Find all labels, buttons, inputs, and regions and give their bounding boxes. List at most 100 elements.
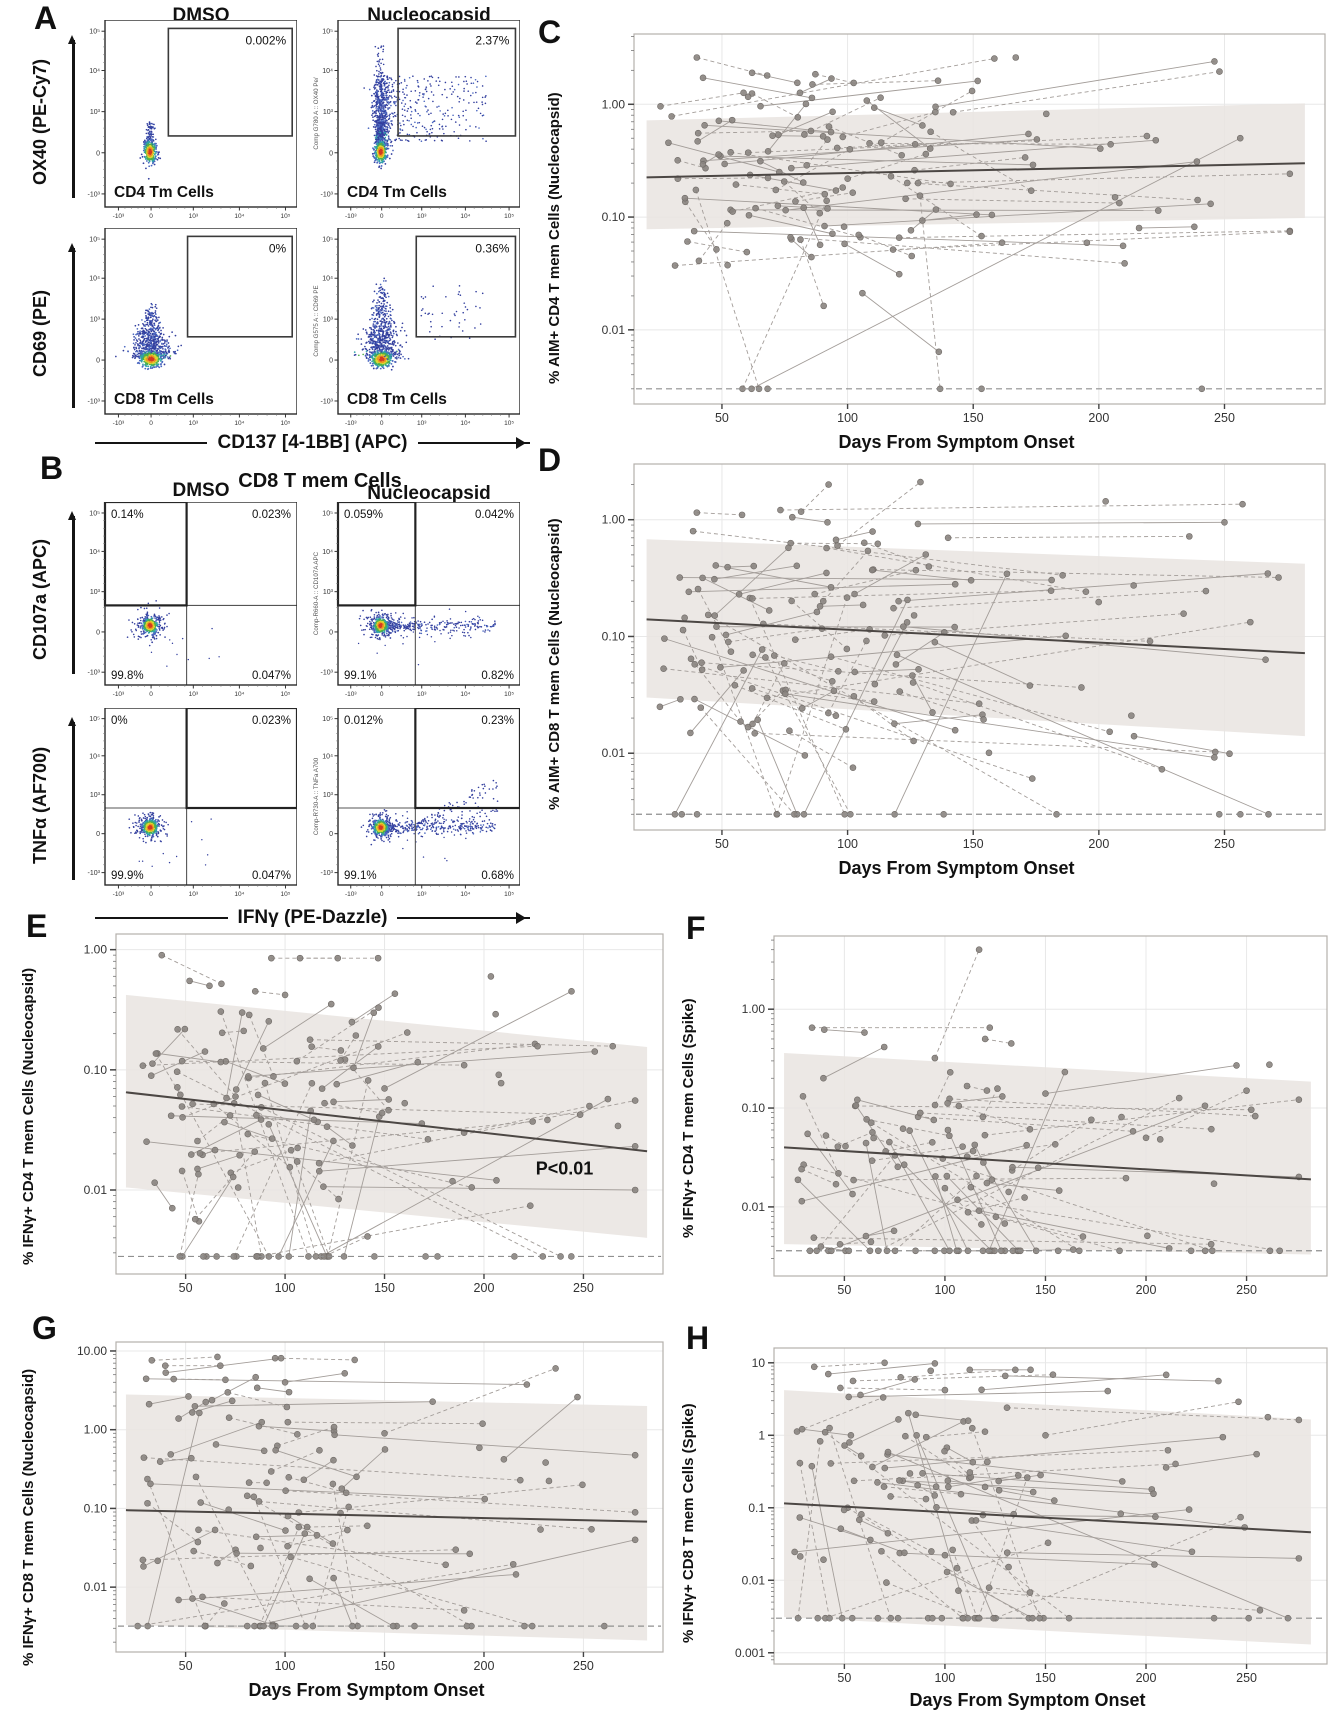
panel-b-yaxis-arrow-2 [69, 717, 76, 880]
svg-text:10⁵: 10⁵ [322, 237, 333, 244]
flow-plot-b-dmso-cd107a: 0.14% 0.023% 99.8% 0.047% 10⁵ 10⁴ 10³ 0 -10³ -10³… [78, 500, 298, 700]
svg-text:CD4 Tm Cells: CD4 Tm Cells [347, 184, 447, 201]
svg-text:-10³: -10³ [88, 398, 101, 405]
svg-text:10³: 10³ [323, 109, 334, 116]
scatter-plot-d: 1.00 0.10 0.01 50 100 150 200 250 [578, 458, 1335, 856]
flow-plot-b-nucleocapsid-cd107a: 0.059% 0.042% 99.1% 0.82% 10⁵ 10⁴ 10³ 0 -10³ -10³… [311, 500, 521, 700]
panel-b-xaxis-label: IFNγ (PE-Dazzle) [237, 907, 388, 928]
panel-d-yaxis-label: % AIM+ CD8 T mem Cells (Nucleocapsid) [546, 518, 563, 810]
panel-a-yaxis-label-ox40: OX40 (PE-Cy7) [30, 58, 50, 186]
flow-plot-b-dmso-tnfa: 0% 0.023% 99.9% 0.047% 10⁵ 10⁴ 10³ 0 -10³ -10³ 0 10… [78, 706, 299, 900]
svg-text:10⁵: 10⁵ [504, 213, 514, 220]
svg-text:-10³: -10³ [88, 191, 101, 198]
panel-a-yaxis-arrow-1 [69, 35, 76, 198]
svg-text:0.14%: 0.14% [111, 509, 144, 521]
panel-b-header-cd8tmem: CD8 T mem Cells [238, 470, 402, 492]
panel-a-yaxis-arrow-2 [69, 243, 76, 408]
svg-text:-10³: -10³ [345, 420, 357, 427]
panel-b-yaxis-arrow-1 [69, 511, 76, 674]
svg-text:10⁵: 10⁵ [322, 29, 333, 36]
svg-text:10³: 10³ [189, 691, 199, 698]
panel-a-letter: A [34, 0, 58, 36]
svg-text:10⁴: 10⁴ [234, 213, 244, 220]
svg-text:10⁵: 10⁵ [89, 510, 100, 517]
panel-f-yaxis-label: % IFNγ+ CD4 T mem Cells (Spike) [680, 998, 697, 1238]
svg-text:10⁵: 10⁵ [89, 29, 100, 36]
panel-b-xaxis-arrow [397, 916, 531, 920]
svg-text:10³: 10³ [189, 420, 199, 427]
flow-plot-a-nucleocapsid-cd8: 0.36% CD8 Tm Cells 10⁵ 10⁴ 10³ 0 -10³ -10³ 0 10³ 1… [311, 227, 521, 429]
svg-text:10⁵: 10⁵ [281, 420, 291, 427]
svg-text:10⁴: 10⁴ [322, 276, 333, 283]
svg-text:10⁵: 10⁵ [281, 213, 291, 220]
panel-b-header-nucleocapsid: Nucleocapsid [367, 483, 491, 504]
svg-text:Comp G780 A :: OX40 Pe/: Comp G780 A :: OX40 Pe/ [313, 77, 320, 150]
svg-text:-10³: -10³ [345, 213, 357, 220]
svg-text:10⁵: 10⁵ [89, 237, 100, 244]
scatter-plot-e: 1.00 0.10 0.01 50 100 150 200 250 P<0.01 [60, 928, 673, 1300]
panel-c-yaxis-label: % AIM+ CD4 T mem Cells (Nucleocapsid) [546, 92, 563, 384]
panel-g-xaxis-label: Days From Symptom Onset [248, 1680, 485, 1700]
svg-text:10³: 10³ [323, 317, 334, 324]
svg-text:-10³: -10³ [321, 398, 334, 405]
svg-text:0: 0 [149, 420, 153, 427]
panel-h-letter: H [686, 1320, 710, 1356]
svg-text:10⁴: 10⁴ [89, 276, 100, 283]
svg-text:10⁴: 10⁴ [89, 549, 100, 556]
svg-text:0.36%: 0.36% [475, 241, 509, 255]
svg-text:10³: 10³ [90, 317, 101, 324]
svg-text:0.002%: 0.002% [245, 33, 286, 47]
svg-text:10⁴: 10⁴ [460, 420, 470, 427]
panel-c-letter: C [538, 14, 562, 50]
panel-e-yaxis-label: % IFNγ+ CD4 T mem Cells (Nucleocapsid) [20, 967, 37, 1265]
svg-text:2.37%: 2.37% [475, 33, 509, 47]
svg-text:0: 0 [149, 691, 153, 698]
svg-text:CD8 Tm Cells: CD8 Tm Cells [347, 391, 447, 408]
svg-text:10³: 10³ [90, 109, 101, 116]
panel-a-xaxis-label: CD137 [4-1BB] (APC) [217, 432, 408, 453]
scatter-plot-f: 1.00 0.10 0.01 50 100 150 200 250 [718, 930, 1337, 1302]
svg-text:-10³: -10³ [113, 420, 125, 427]
panel-b-yaxis-label-cd107a: CD107a (APC) [30, 538, 50, 660]
panel-h-xaxis-label: Days From Symptom Onset [909, 1690, 1146, 1710]
panel-f-letter: F [686, 910, 706, 946]
svg-text:99.8%: 99.8% [111, 670, 144, 682]
svg-text:10⁵: 10⁵ [504, 420, 514, 427]
svg-text:0: 0 [149, 213, 153, 220]
svg-text:0: 0 [329, 150, 333, 157]
svg-text:0: 0 [96, 629, 100, 636]
svg-text:0.023%: 0.023% [252, 509, 291, 521]
flow-plot-a-dmso-cd4: 0.002% CD4 Tm Cells 10⁵ 10⁴ 10³ 0 -10³ -10³ 0 10³… [78, 19, 298, 222]
panel-g-yaxis-label: % IFNγ+ CD8 T mem Cells (Nucleocapsid) [20, 1368, 37, 1666]
svg-text:10³: 10³ [189, 213, 199, 220]
panel-d-xaxis-label: Days From Symptom Onset [838, 858, 1075, 878]
svg-text:10⁴: 10⁴ [234, 691, 244, 698]
flow-plot-b-nucleocapsid-tnfa: 0.012% 0.23% 99.1% 0.68% 10⁵ 10⁴ 10³ 0 -10³ -10³ 0… [311, 706, 522, 900]
panel-b-letter: B [40, 450, 64, 486]
svg-text:0: 0 [96, 358, 100, 365]
svg-text:-10³: -10³ [321, 191, 334, 198]
svg-text:10⁴: 10⁴ [234, 420, 244, 427]
scatter-plot-g: 10.00 1.00 0.10 0.01 50 100 150 200 250 [60, 1336, 673, 1678]
svg-text:10³: 10³ [417, 420, 427, 427]
panel-c-xaxis-label: Days From Symptom Onset [838, 432, 1075, 452]
panel-a-xaxis-line-left [95, 441, 208, 445]
panel-d-letter: D [538, 442, 562, 478]
svg-text:0.047%: 0.047% [252, 670, 291, 682]
svg-text:10⁴: 10⁴ [322, 68, 333, 75]
scatter-plot-c: 1.00 0.10 0.01 50 100 150 200 250 [578, 28, 1335, 430]
panel-e-letter: E [26, 908, 48, 944]
svg-text:10³: 10³ [90, 589, 101, 596]
svg-text:10⁵: 10⁵ [281, 691, 291, 698]
panel-b-xaxis-line-left [95, 916, 228, 920]
svg-text:CD4 Tm Cells: CD4 Tm Cells [114, 184, 214, 201]
panel-h-yaxis-label: % IFNγ+ CD8 T mem Cells (Spike) [680, 1403, 697, 1643]
svg-text:0: 0 [329, 358, 333, 365]
panel-a-xaxis: CD137 [4-1BB] (APC) [95, 430, 530, 456]
svg-text:CD8 Tm Cells: CD8 Tm Cells [114, 391, 214, 408]
flow-plot-a-dmso-cd8: 0% CD8 Tm Cells 10⁵ 10⁴ 10³ 0 -10³ -10³ 0 10³ 10⁴ 1… [78, 227, 298, 429]
panel-b-yaxis-label-tnfa: TNFα (AF700) [30, 746, 50, 864]
panel-g-letter: G [32, 1310, 57, 1346]
panel-a-yaxis-label-cd69: CD69 (PE) [30, 289, 50, 377]
